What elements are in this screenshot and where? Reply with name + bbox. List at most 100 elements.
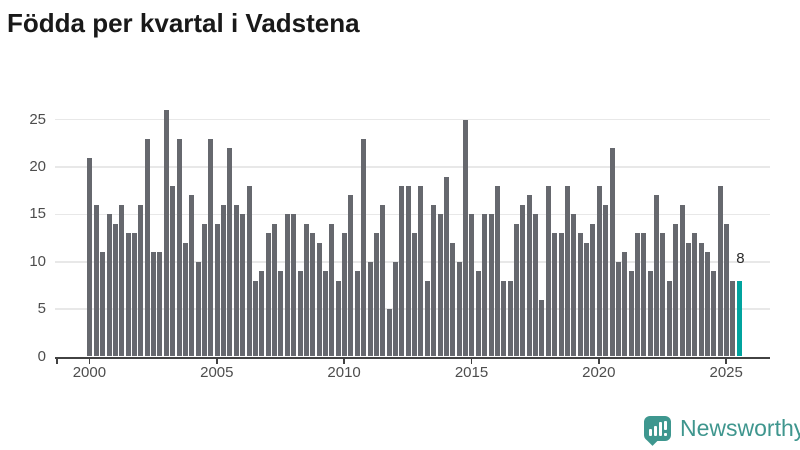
bar — [316, 242, 322, 357]
bar — [494, 186, 500, 357]
bar — [214, 223, 220, 357]
bar — [571, 214, 577, 357]
y-axis-tick-label: 10 — [29, 252, 46, 270]
bar — [450, 242, 456, 357]
bar — [679, 204, 685, 357]
bar — [367, 261, 373, 357]
x-axis-tick — [597, 359, 600, 364]
bar — [310, 233, 316, 357]
bar — [622, 252, 628, 357]
bar — [507, 280, 513, 357]
bar — [240, 214, 246, 357]
bar — [393, 261, 399, 357]
bar — [711, 271, 717, 357]
bar — [488, 214, 494, 357]
bar — [431, 204, 437, 357]
bar — [698, 242, 704, 357]
bar — [577, 233, 583, 357]
gridline — [55, 213, 770, 216]
bar — [93, 204, 99, 357]
bar — [272, 223, 278, 357]
bar — [399, 186, 405, 357]
bar — [545, 186, 551, 357]
bar — [354, 271, 360, 357]
newsworthy-logo: Newsworthy — [644, 414, 800, 446]
bar — [615, 261, 621, 357]
x-axis-tick — [725, 359, 728, 364]
bar — [246, 186, 252, 357]
bar — [539, 299, 545, 357]
bar — [297, 271, 303, 357]
bar — [596, 186, 602, 357]
chart-bubble-icon — [644, 416, 671, 441]
highlighted-bar — [736, 280, 742, 357]
bar — [303, 223, 309, 357]
bar — [660, 233, 666, 357]
y-axis-tick-label: 0 — [37, 347, 46, 365]
bar — [475, 271, 481, 357]
bar — [233, 204, 239, 357]
bar — [584, 242, 590, 357]
x-axis-tick — [343, 359, 345, 364]
bar — [112, 223, 118, 357]
bar — [520, 204, 526, 357]
bar — [501, 280, 507, 357]
bar — [195, 261, 201, 357]
y-axis-tick-label: 20 — [29, 158, 46, 176]
bar — [673, 223, 679, 357]
bar — [87, 157, 93, 357]
bar — [641, 233, 647, 357]
bar — [386, 309, 392, 357]
x-axis-tick-label: 2000 — [72, 364, 107, 381]
bar — [412, 233, 418, 357]
y-axis-tick-label: 15 — [29, 205, 46, 223]
x-axis-tick — [88, 359, 91, 364]
bar — [284, 214, 290, 357]
bar — [692, 233, 698, 357]
bar — [335, 280, 341, 357]
bar — [348, 195, 354, 357]
x-axis-line — [55, 356, 770, 360]
bar — [418, 186, 424, 357]
bar — [252, 280, 258, 357]
bar — [526, 195, 532, 357]
bar — [647, 271, 653, 357]
bar — [176, 138, 182, 357]
bar — [119, 204, 125, 357]
bar — [221, 204, 227, 357]
x-axis-tick-label: 2025 — [709, 364, 743, 381]
gridline — [55, 166, 770, 168]
bar — [125, 233, 131, 357]
highlight-value-label: 8 — [736, 250, 745, 267]
bar — [482, 214, 488, 357]
bar — [634, 233, 640, 357]
bar — [227, 148, 233, 357]
bar — [437, 214, 443, 357]
bar — [533, 214, 539, 357]
x-axis-tick — [215, 359, 218, 364]
bar — [163, 110, 169, 357]
bar — [329, 223, 335, 357]
bar — [724, 223, 730, 357]
bar — [666, 280, 672, 357]
bar — [157, 252, 163, 357]
bar — [603, 204, 609, 357]
bar — [424, 280, 430, 357]
bar — [259, 271, 265, 357]
x-axis-tick-label: 2010 — [327, 364, 361, 381]
bar — [552, 233, 558, 357]
bar — [590, 223, 596, 357]
x-axis-tick-label: 2005 — [200, 364, 234, 381]
bar — [463, 119, 469, 357]
bar — [322, 271, 328, 357]
bar — [456, 261, 462, 357]
exclamation-icon — [663, 421, 667, 430]
bar — [685, 242, 691, 357]
bar — [131, 233, 137, 357]
bar — [717, 186, 723, 357]
bar — [730, 280, 736, 357]
bar — [469, 214, 475, 357]
bar — [609, 148, 615, 357]
y-axis-tick-label: 5 — [37, 300, 46, 318]
